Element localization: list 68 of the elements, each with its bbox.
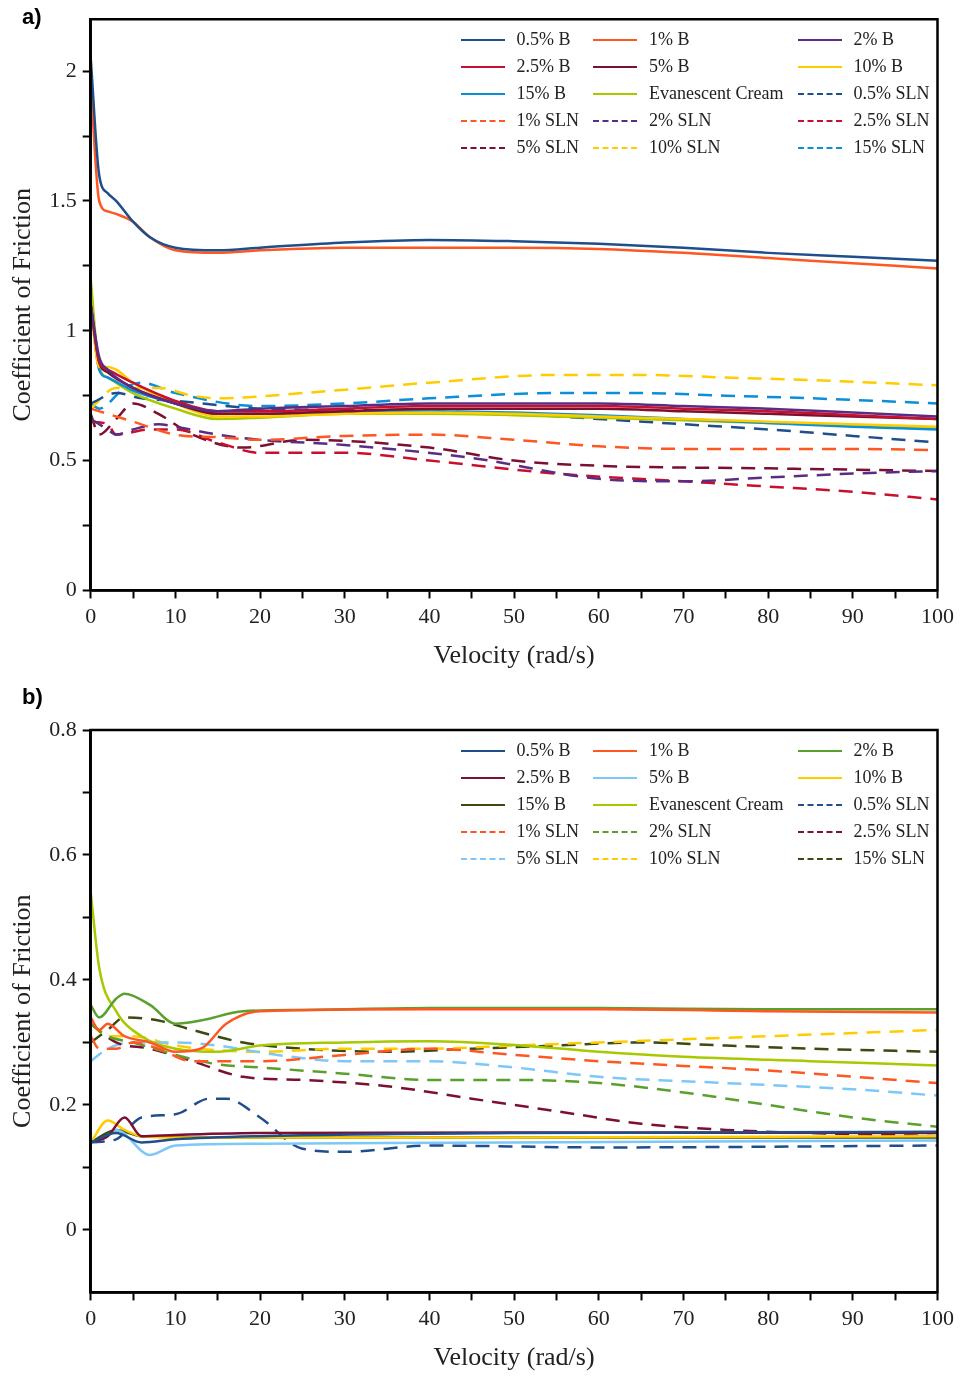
y-tick-label: 0 bbox=[65, 1215, 77, 1241]
legend-label: 10% B bbox=[853, 56, 903, 78]
legend-label: 2.5% SLN bbox=[853, 110, 930, 132]
x-tick-label: 100 bbox=[921, 1305, 954, 1331]
legend-label: Evanescent Cream bbox=[649, 83, 784, 105]
x-tick-label: 20 bbox=[249, 1305, 272, 1331]
y-tick-label: 2 bbox=[65, 56, 77, 82]
legend-label: 1% B bbox=[649, 740, 690, 761]
legend-label: Evanescent Cream bbox=[649, 794, 784, 815]
x-tick-label: 40 bbox=[418, 603, 441, 629]
x-tick-label: 10 bbox=[164, 603, 187, 629]
legend-label: 10% SLN bbox=[649, 848, 721, 869]
x-tick-label: 30 bbox=[333, 1305, 356, 1331]
legend-label: 15% SLN bbox=[853, 137, 925, 159]
y-axis-title: Coefficient of Friction bbox=[7, 894, 37, 1128]
x-tick-label: 0 bbox=[85, 1305, 97, 1331]
y-tick-label: 0.4 bbox=[49, 965, 77, 991]
legend-label: 2% SLN bbox=[649, 821, 712, 842]
legend-label: 2.5% SLN bbox=[853, 821, 930, 842]
x-tick-label: 40 bbox=[418, 1305, 441, 1331]
x-tick-label: 20 bbox=[249, 603, 272, 629]
y-tick-label: 1 bbox=[65, 316, 77, 342]
legend-label: 10% B bbox=[853, 767, 903, 788]
legend-label: 1% B bbox=[649, 29, 690, 51]
chart-title: b) bbox=[22, 684, 43, 710]
x-tick-label: 90 bbox=[841, 1305, 864, 1331]
y-tick-label: 0.2 bbox=[49, 1090, 77, 1116]
legend-label: 5% SLN bbox=[516, 848, 580, 869]
legend-label: 0.5% SLN bbox=[853, 83, 930, 105]
x-tick-label: 50 bbox=[503, 603, 526, 629]
legend-label: 2% B bbox=[853, 29, 894, 51]
legend-label: 2% B bbox=[853, 740, 894, 761]
y-tick-label: 1.5 bbox=[49, 186, 77, 212]
y-tick-label: 0 bbox=[65, 576, 77, 602]
x-tick-label: 10 bbox=[164, 1305, 187, 1331]
x-tick-label: 80 bbox=[757, 603, 780, 629]
x-tick-label: 60 bbox=[587, 603, 610, 629]
legend-label: 5% B bbox=[649, 56, 690, 78]
legend-label: 15% SLN bbox=[853, 848, 925, 869]
legend-label: 1% SLN bbox=[516, 110, 580, 132]
legend-label: 2.5% B bbox=[516, 767, 571, 788]
chart-title: a) bbox=[22, 4, 42, 30]
legend-label: 15% B bbox=[516, 83, 567, 105]
x-tick-label: 80 bbox=[757, 1305, 780, 1331]
legend-label: 0.5% B bbox=[516, 29, 571, 51]
legend-label: 0.5% SLN bbox=[853, 794, 930, 815]
x-tick-label: 30 bbox=[333, 603, 356, 629]
legend-label: 5% SLN bbox=[516, 137, 580, 159]
x-tick-label: 70 bbox=[672, 603, 695, 629]
legend-label: 2% SLN bbox=[649, 110, 712, 132]
y-tick-label: 0.6 bbox=[49, 840, 77, 866]
x-tick-label: 0 bbox=[85, 603, 97, 629]
x-axis-title: Velocity (rad/s) bbox=[433, 640, 595, 670]
legend-label: 1% SLN bbox=[516, 821, 580, 842]
y-axis-title: Coefficient of Friction bbox=[7, 188, 37, 422]
legend-label: 15% B bbox=[516, 794, 567, 815]
x-tick-label: 70 bbox=[672, 1305, 695, 1331]
legend-label: 10% SLN bbox=[649, 137, 721, 159]
legend-label: 0.5% B bbox=[516, 740, 571, 761]
x-tick-label: 90 bbox=[841, 603, 864, 629]
y-tick-label: 0.8 bbox=[49, 715, 77, 741]
legend-label: 2.5% B bbox=[516, 56, 571, 78]
y-tick-label: 0.5 bbox=[49, 446, 77, 472]
x-tick-label: 100 bbox=[921, 603, 954, 629]
x-tick-label: 50 bbox=[503, 1305, 526, 1331]
x-axis-title: Velocity (rad/s) bbox=[433, 1342, 595, 1372]
legend-label: 5% B bbox=[649, 767, 690, 788]
x-tick-label: 60 bbox=[587, 1305, 610, 1331]
